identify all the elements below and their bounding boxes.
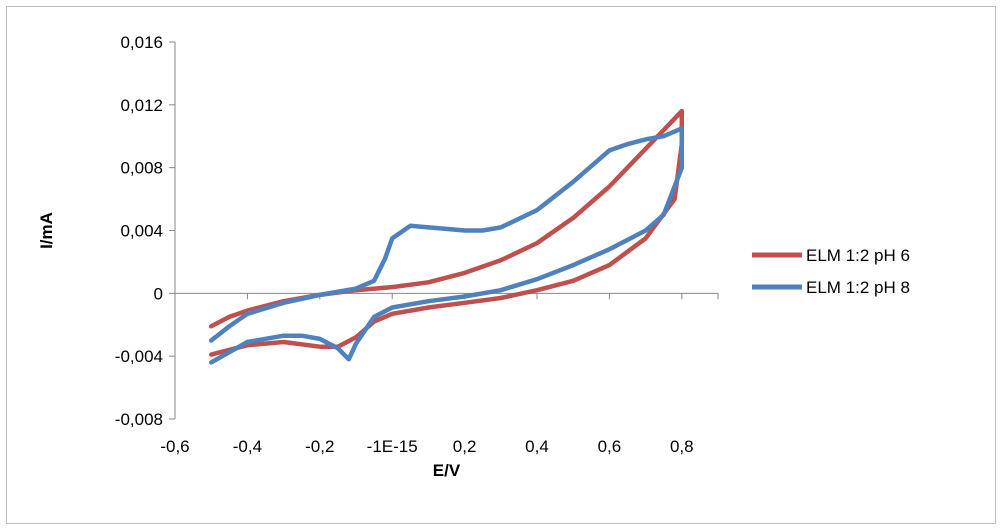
x-tick-label: 0,8 <box>670 437 694 456</box>
y-axis-label: I/mA <box>37 212 56 249</box>
legend-label-2: ELM 1:2 pH 8 <box>806 278 910 297</box>
x-tick-label: 0,6 <box>598 437 622 456</box>
x-tick-label: 0,4 <box>525 437 549 456</box>
y-tick-label: 0,012 <box>120 96 163 115</box>
series-line-2 <box>208 126 685 365</box>
legend: ELM 1:2 pH 6 ELM 1:2 pH 8 <box>752 246 910 297</box>
chart-frame <box>6 6 996 524</box>
y-tick-label: -0,008 <box>115 410 163 429</box>
x-tick-label: 0,2 <box>453 437 477 456</box>
legend-label-1: ELM 1:2 pH 6 <box>806 246 910 265</box>
x-tick-label: -0,4 <box>233 437 262 456</box>
x-tick-label: -0,6 <box>160 437 189 456</box>
x-tick-label: -1E-15 <box>367 437 418 456</box>
y-tick-label: 0 <box>154 284 163 303</box>
y-tick-label: 0,016 <box>120 33 163 52</box>
series-layer <box>208 108 685 365</box>
x-axis-label: E/V <box>433 461 461 480</box>
axes: -0,008 -0,004 0 0,004 0,008 0,012 0,016 -0,6 -0,… <box>115 33 719 456</box>
y-tick-label: 0,004 <box>120 222 163 241</box>
y-tick-label: 0,008 <box>120 159 163 178</box>
x-tick-label: -0,2 <box>305 437 334 456</box>
y-tick-label: -0,004 <box>115 347 163 366</box>
